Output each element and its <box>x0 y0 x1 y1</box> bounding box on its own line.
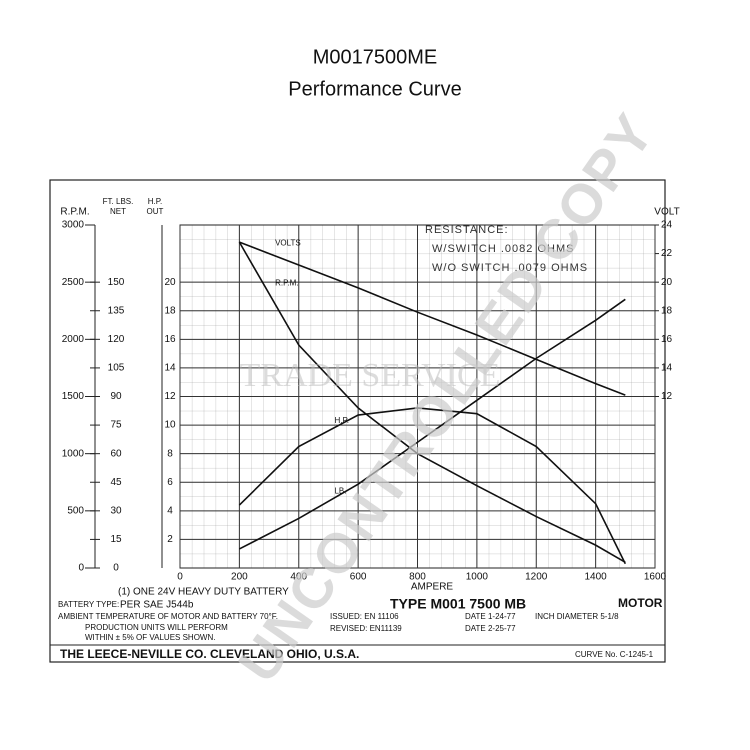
frame <box>49 179 666 663</box>
series-label: R.P.M. <box>275 279 298 288</box>
x-tick-label: 1600 <box>644 572 667 583</box>
series-label: VOLTS <box>275 239 301 248</box>
y3-tick-label: 0 <box>113 563 119 574</box>
footer-text: (1) ONE 24V HEAVY DUTY BATTERY <box>118 587 289 598</box>
series-line <box>239 241 626 396</box>
y4-tick-label: 14 <box>164 363 176 374</box>
series-line <box>239 298 626 550</box>
x-tick-label: 200 <box>231 572 248 583</box>
footer-text: AMBIENT TEMPERATURE OF MOTOR AND BATTERY… <box>58 612 278 621</box>
x-tick-label: 600 <box>350 572 367 583</box>
x-tick-label: 1200 <box>525 572 548 583</box>
chart-title: M0017500ME <box>313 46 438 68</box>
annotation: RESISTANCE: <box>425 224 509 236</box>
y3-tick-label: 75 <box>110 420 122 431</box>
y2-tick-label: 12 <box>661 391 673 402</box>
y4-tick-label: 20 <box>164 277 176 288</box>
footer-text: ISSUED: EN 11106 <box>330 612 399 621</box>
y4-tick-label: 12 <box>164 391 176 402</box>
footer-text: DATE 2-25-77 <box>465 624 516 633</box>
y3-axis-label: NET <box>110 207 126 216</box>
footer-text: PRODUCTION UNITS WILL PERFORM <box>85 623 228 632</box>
y2-tick-label: 22 <box>661 248 673 259</box>
x-tick-label: 400 <box>290 572 307 583</box>
y3-tick-label: 15 <box>110 534 122 545</box>
y3-tick-label: 90 <box>110 391 122 402</box>
y3-tick-label: 60 <box>110 448 122 459</box>
y-tick-label: 2000 <box>62 334 85 345</box>
y3-tick-label: 105 <box>108 363 125 374</box>
y-tick-label: 3000 <box>62 220 85 231</box>
footer-text: DATE 1-24-77 <box>465 612 516 621</box>
y2-tick-label: 24 <box>661 220 673 231</box>
x-tick-label: 1000 <box>466 572 489 583</box>
series-line <box>238 407 627 565</box>
series-label: H.P. <box>334 416 349 425</box>
y4-tick-label: 4 <box>167 505 173 516</box>
y3-tick-label: 150 <box>108 277 125 288</box>
y3-tick-label: 45 <box>110 477 122 488</box>
watermark: TRADE SERVICE <box>240 357 501 394</box>
footer-text: TYPE M001 7500 MB <box>390 596 526 612</box>
footer-text: WITHIN ± 5% OF VALUES SHOWN. <box>85 633 215 642</box>
annotation: W/O SWITCH .0079 OHMS <box>432 262 588 274</box>
y3-tick-label: 135 <box>108 305 125 316</box>
footer-text: INCH DIAMETER 5-1/8 <box>535 612 619 621</box>
y3-axis-label: FT. LBS. <box>103 197 134 206</box>
x-tick-label: 800 <box>409 572 426 583</box>
x-tick-label: 0 <box>177 572 183 583</box>
footer-text: PER SAE J544b <box>120 600 194 611</box>
x-axis-label: AMPERE <box>411 582 454 593</box>
annotation: W/SWITCH .0082 OHMS <box>432 243 574 255</box>
y-tick-label: 1500 <box>62 391 85 402</box>
y4-axis-label: H.P. <box>148 197 163 206</box>
footer-text: MOTOR <box>618 596 663 610</box>
y-axis-label: R.P.M. <box>60 207 89 218</box>
y3-tick-label: 30 <box>110 505 122 516</box>
y-tick-label: 500 <box>67 505 84 516</box>
y-tick-label: 2500 <box>62 277 85 288</box>
y2-axis-label: VOLT <box>654 207 679 218</box>
y2-tick-label: 16 <box>661 334 673 345</box>
y-tick-label: 0 <box>78 563 84 574</box>
series-label: LB. <box>334 486 346 495</box>
y3-tick-label: 120 <box>108 334 125 345</box>
y4-tick-label: 16 <box>164 334 176 345</box>
chart-subtitle: Performance Curve <box>288 78 461 100</box>
y4-tick-label: 8 <box>167 448 173 459</box>
y2-tick-label: 14 <box>661 363 673 374</box>
y2-tick-label: 18 <box>661 305 673 316</box>
x-tick-label: 1400 <box>585 572 608 583</box>
y4-tick-label: 6 <box>167 477 173 488</box>
footer-text: REVISED: EN11139 <box>330 624 402 633</box>
footer-text: CURVE No. C-1245-1 <box>575 650 654 659</box>
series-line <box>238 241 626 563</box>
footer-text: THE LEECE-NEVILLE CO. CLEVELAND OHIO, U.… <box>60 647 359 661</box>
y4-axis-label: OUT <box>147 207 164 216</box>
footer-text: BATTERY TYPE: <box>58 600 119 609</box>
y4-tick-label: 2 <box>167 534 173 545</box>
y2-tick-label: 20 <box>661 277 673 288</box>
y4-tick-label: 10 <box>164 420 176 431</box>
y-tick-label: 1000 <box>62 448 85 459</box>
y4-tick-label: 18 <box>164 305 176 316</box>
